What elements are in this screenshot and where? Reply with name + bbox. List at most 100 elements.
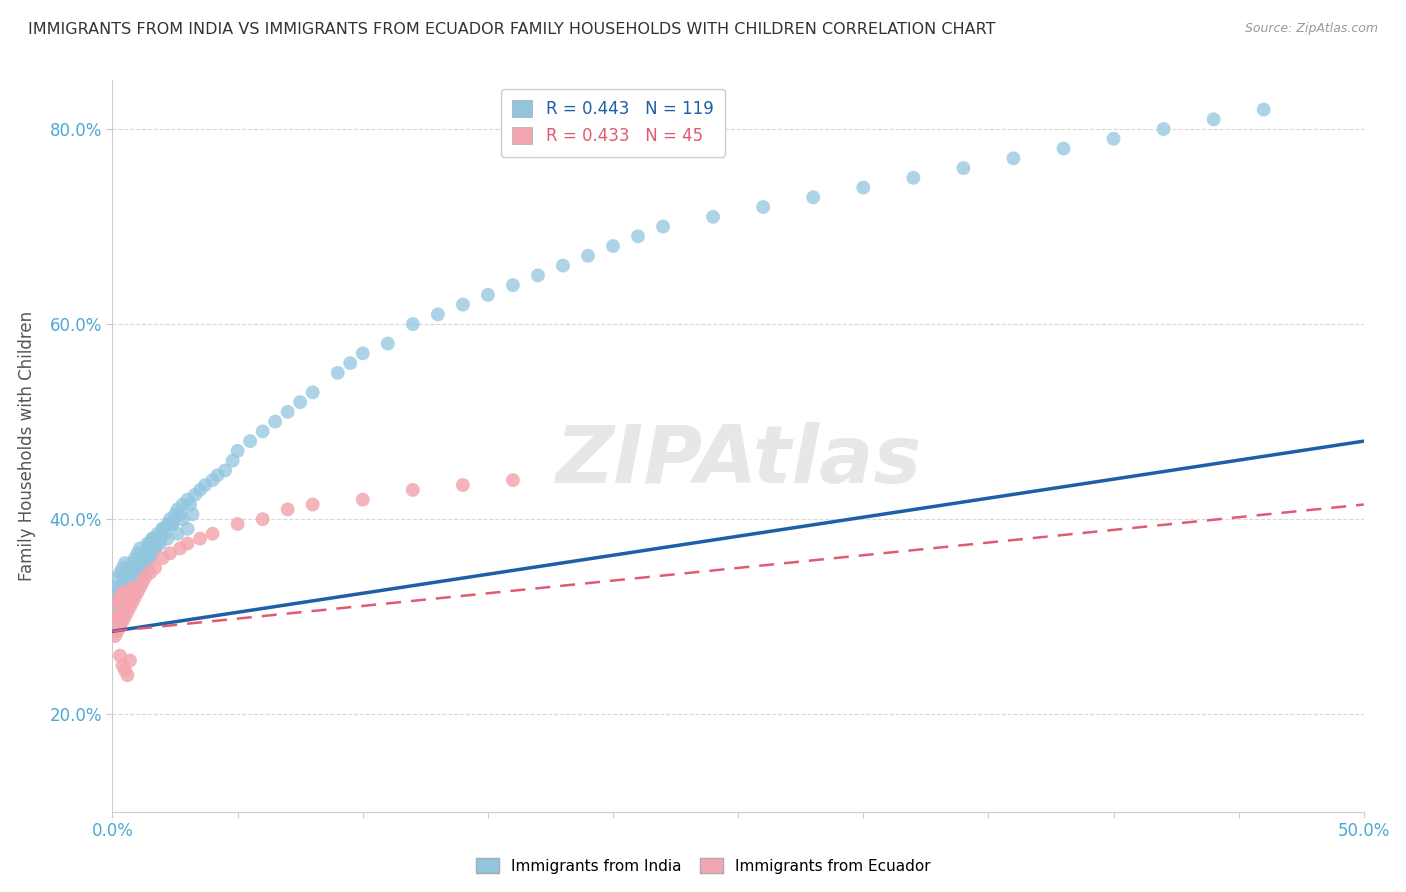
Point	[118, 575, 141, 590]
Text: ZIPAtlas: ZIPAtlas	[555, 422, 921, 500]
Point	[1052, 142, 1074, 156]
Point	[139, 536, 162, 550]
Point	[134, 571, 156, 585]
Point	[104, 629, 127, 643]
Point	[121, 571, 143, 585]
Point	[134, 546, 156, 560]
Point	[108, 619, 131, 633]
Point	[121, 595, 143, 609]
Point	[377, 336, 399, 351]
Point	[139, 566, 162, 580]
Point	[108, 581, 131, 595]
Point	[153, 526, 176, 541]
Point	[141, 546, 163, 560]
Point	[201, 473, 224, 487]
Point	[118, 561, 141, 575]
Point	[477, 288, 499, 302]
Point	[602, 239, 624, 253]
Point	[108, 648, 131, 663]
Point	[169, 508, 191, 522]
Point	[402, 483, 425, 497]
Point	[301, 385, 323, 400]
Point	[114, 609, 136, 624]
Point	[107, 595, 129, 609]
Point	[277, 502, 299, 516]
Point	[114, 585, 136, 599]
Point	[111, 615, 134, 629]
Point	[221, 453, 243, 467]
Point	[131, 575, 153, 590]
Point	[162, 516, 184, 531]
Point	[184, 488, 207, 502]
Point	[121, 585, 143, 599]
Point	[139, 551, 162, 566]
Point	[111, 590, 134, 604]
Point	[141, 532, 163, 546]
Point	[127, 575, 149, 590]
Point	[188, 483, 211, 497]
Point	[214, 463, 236, 477]
Point	[118, 590, 141, 604]
Point	[290, 395, 312, 409]
Point	[801, 190, 824, 204]
Point	[188, 532, 211, 546]
Point	[117, 595, 139, 609]
Point	[952, 161, 974, 175]
Point	[108, 595, 131, 609]
Point	[114, 663, 136, 677]
Point	[166, 526, 188, 541]
Point	[201, 526, 224, 541]
Point	[108, 609, 131, 624]
Point	[194, 478, 217, 492]
Point	[108, 590, 131, 604]
Point	[124, 581, 146, 595]
Point	[152, 551, 174, 566]
Point	[121, 561, 143, 575]
Point	[176, 522, 198, 536]
Point	[172, 498, 194, 512]
Point	[107, 599, 129, 614]
Point	[117, 581, 139, 595]
Point	[127, 561, 149, 575]
Point	[127, 571, 149, 585]
Point	[143, 561, 166, 575]
Point	[226, 516, 249, 531]
Point	[131, 556, 153, 570]
Point	[169, 541, 191, 556]
Point	[176, 492, 198, 507]
Point	[141, 532, 163, 546]
Point	[226, 443, 249, 458]
Point	[124, 566, 146, 580]
Point	[104, 615, 127, 629]
Point	[129, 556, 152, 570]
Point	[114, 599, 136, 614]
Point	[1153, 122, 1175, 136]
Point	[627, 229, 650, 244]
Point	[326, 366, 349, 380]
Point	[277, 405, 299, 419]
Point	[143, 541, 166, 556]
Point	[426, 307, 449, 321]
Legend: R = 0.443   N = 119, R = 0.433   N = 45: R = 0.443 N = 119, R = 0.433 N = 45	[501, 88, 725, 157]
Point	[104, 605, 127, 619]
Point	[107, 571, 129, 585]
Point	[702, 210, 724, 224]
Point	[252, 512, 274, 526]
Point	[117, 668, 139, 682]
Point	[181, 508, 204, 522]
Point	[114, 571, 136, 585]
Point	[114, 556, 136, 570]
Point	[107, 624, 129, 639]
Point	[117, 566, 139, 580]
Point	[1253, 103, 1275, 117]
Point	[127, 546, 149, 560]
Point	[163, 508, 186, 522]
Point	[852, 180, 875, 194]
Point	[108, 605, 131, 619]
Point	[127, 585, 149, 599]
Point	[136, 536, 159, 550]
Point	[111, 599, 134, 614]
Text: IMMIGRANTS FROM INDIA VS IMMIGRANTS FROM ECUADOR FAMILY HOUSEHOLDS WITH CHILDREN: IMMIGRANTS FROM INDIA VS IMMIGRANTS FROM…	[28, 22, 995, 37]
Point	[117, 590, 139, 604]
Point	[239, 434, 262, 449]
